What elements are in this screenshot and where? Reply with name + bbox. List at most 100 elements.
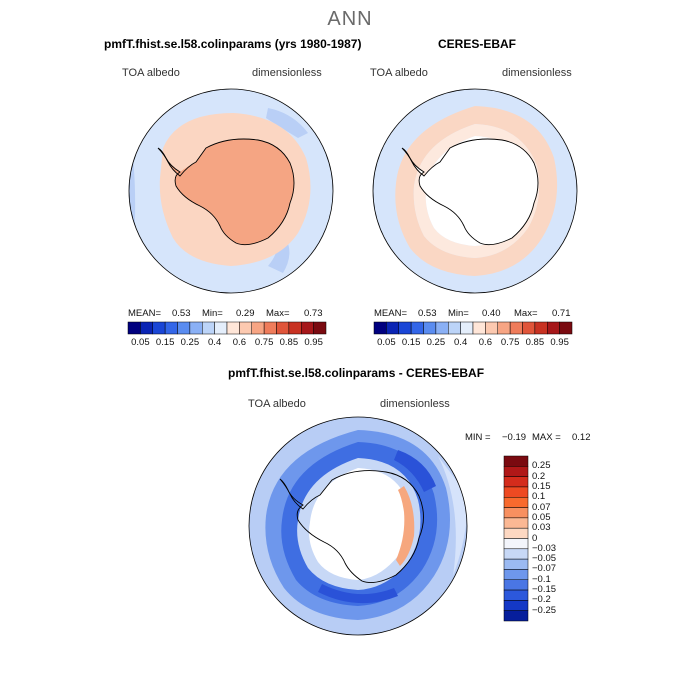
model-min-value: 0.29 <box>236 308 255 319</box>
diff-min-value: −0.19 <box>502 432 527 443</box>
diff-colorbar-tick-label: 0.15 <box>532 480 551 492</box>
model-colorbar-tick-label: 0.95 <box>304 337 323 348</box>
model-colorbar-tick-label: 0.15 <box>155 337 175 348</box>
model-map-border <box>128 88 334 294</box>
diff-colorbar-tick-label: −0.05 <box>532 553 557 565</box>
model-colorbar-tick-label: 0.85 <box>279 337 299 348</box>
diff-map-border <box>248 416 468 636</box>
model-colorbar-swatch <box>202 321 215 335</box>
diff-units-label: dimensionless <box>380 398 450 410</box>
obs-panel-title: CERES-EBAF <box>438 37 517 51</box>
obs-map <box>372 88 578 294</box>
obs-variable-label: TOA albedo <box>370 67 428 79</box>
obs-units-label: dimensionless <box>502 67 572 79</box>
obs-colorbar-swatch <box>448 321 461 335</box>
diff-deep-patch-ne <box>394 450 436 492</box>
obs-colorbar-swatch <box>373 321 387 335</box>
obs-colorbar-swatch <box>485 321 499 335</box>
diff-colorbar-swatch <box>503 610 529 622</box>
model-map <box>128 88 334 294</box>
diff-colorbar-tick-label: −0.2 <box>532 594 551 606</box>
model-colorbar-swatch <box>276 321 290 335</box>
obs-colorbar-swatch <box>410 321 424 335</box>
diff-colorbar-swatch <box>503 517 529 529</box>
diff-colorbar-swatch <box>503 466 529 477</box>
diff-colorbar-tick-label: −0.25 <box>532 604 557 616</box>
diff-colorbar-tick-label: 0.2 <box>532 470 546 482</box>
obs-mean-value: 0.53 <box>418 308 437 319</box>
diff-colorbar-swatch <box>503 600 529 611</box>
obs-min-label: Min= <box>448 308 469 319</box>
diff-colorbar <box>503 455 529 622</box>
model-colorbar-swatch <box>152 321 166 335</box>
obs-mean-label: MEAN= <box>374 308 407 319</box>
model-colorbar-swatch <box>164 321 178 335</box>
model-colorbar-swatch <box>226 321 240 335</box>
obs-colorbar-tick-label: 0.05 <box>377 337 396 348</box>
obs-max-value: 0.71 <box>552 308 571 319</box>
obs-colorbar-swatch <box>386 321 400 335</box>
obs-colorbar-swatch <box>509 321 523 335</box>
diff-colorbar-swatch <box>503 497 529 508</box>
model-colorbar <box>127 321 327 335</box>
diff-coastline <box>279 470 424 583</box>
model-coastline <box>157 138 295 246</box>
model-max-value: 0.73 <box>304 308 323 319</box>
model-colorbar-swatch <box>177 321 191 335</box>
model-max-label: Max= <box>266 308 290 319</box>
model-colorbar-swatch <box>214 321 228 335</box>
diff-colorbar-tick-label: 0 <box>532 532 538 544</box>
diff-colorbar-swatch <box>503 589 529 601</box>
diff-ice-white <box>309 468 410 580</box>
diff-colorbar-swatch <box>503 548 529 560</box>
diff-colorbar-tick-label: 0.03 <box>532 522 551 534</box>
diff-colorbar-swatch <box>503 558 529 570</box>
diff-max-value: 0.12 <box>572 432 591 443</box>
diff-colorbar-tick-label: 0.1 <box>532 491 546 503</box>
obs-colorbar-swatch <box>559 321 573 335</box>
model-peninsula-fill <box>158 148 180 176</box>
diff-colorbar-swatch <box>503 579 529 591</box>
diff-positive-east <box>396 486 415 566</box>
obs-colorbar-swatch <box>472 321 486 335</box>
model-colorbar-swatch <box>239 321 253 335</box>
model-colorbar-swatch <box>288 321 302 335</box>
diff-colorbar-swatch <box>503 527 529 539</box>
obs-colorbar-tick-label: 0.75 <box>500 337 520 348</box>
obs-colorbar-swatch <box>398 321 412 335</box>
model-colorbar-tick-label: 0.4 <box>208 337 222 348</box>
model-colorbar-tick-label: 0.05 <box>131 337 150 348</box>
model-colorbar-tick-label: 0.25 <box>180 337 200 348</box>
model-colorbar-tick-label: 0.75 <box>254 337 274 348</box>
diff-colorbar-tick-label: −0.15 <box>532 584 557 596</box>
obs-colorbar-swatch <box>460 321 474 335</box>
obs-colorbar-swatch <box>522 321 536 335</box>
model-colorbar-swatch <box>313 321 327 335</box>
obs-colorbar-tick-label: 0.4 <box>454 337 468 348</box>
diff-deep-patch-s <box>318 584 398 604</box>
diff-panel-title: pmfT.fhist.se.l58.colinparams - CERES-EB… <box>228 366 485 380</box>
model-mean-label: MEAN= <box>128 308 161 319</box>
diff-colorbar-swatch <box>503 569 529 581</box>
model-colorbar-swatch <box>251 321 265 335</box>
obs-colorbar-tick-label: 0.95 <box>550 337 569 348</box>
model-continent-fill <box>175 139 294 245</box>
obs-colorbar-swatch <box>547 321 560 335</box>
diff-colorbar-tick-label: −0.03 <box>532 542 557 554</box>
diff-colorbar-tick-label: 0.07 <box>532 501 551 513</box>
model-variable-label: TOA albedo <box>122 67 180 79</box>
diff-colorbar-tick-label: −0.1 <box>532 573 551 585</box>
model-panel-title: pmfT.fhist.se.l58.colinparams (yrs 1980-… <box>104 37 362 51</box>
model-units-label: dimensionless <box>252 67 322 79</box>
obs-colorbar-swatch <box>534 321 548 335</box>
obs-colorbar-tick-label: 0.6 <box>478 337 492 348</box>
diff-colorbar-swatch <box>503 507 529 519</box>
model-colorbar-swatch <box>189 321 203 335</box>
obs-colorbar-swatch <box>435 321 449 335</box>
model-colorbar-tick-label: 0.6 <box>232 337 246 348</box>
obs-min-value: 0.40 <box>482 308 501 319</box>
diff-colorbar-tick-label: −0.07 <box>532 563 557 575</box>
diff-variable-label: TOA albedo <box>248 398 306 410</box>
diff-colorbar-swatch <box>503 476 529 488</box>
obs-max-label: Max= <box>514 308 538 319</box>
